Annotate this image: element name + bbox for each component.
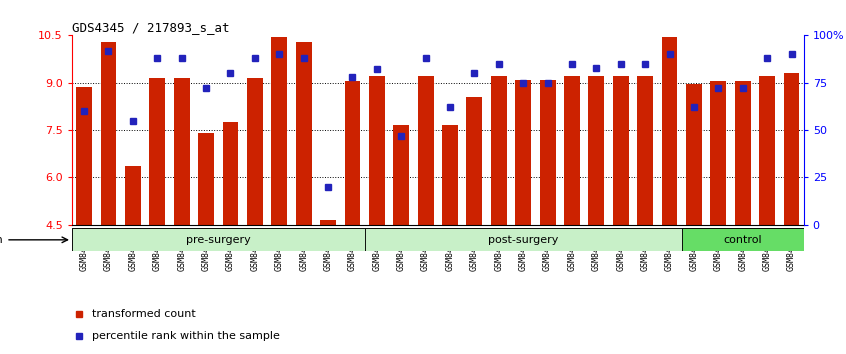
Bar [198,133,214,225]
Text: GDS4345 / 217893_s_at: GDS4345 / 217893_s_at [72,21,229,34]
Bar [711,81,726,225]
Bar [272,37,287,225]
Bar [320,220,336,225]
Bar [344,81,360,225]
FancyBboxPatch shape [72,228,365,251]
Bar [173,78,190,225]
FancyBboxPatch shape [682,228,804,251]
Bar [418,76,433,225]
Bar [222,122,239,225]
Bar [735,81,750,225]
Bar [369,76,385,225]
Bar [393,125,409,225]
Bar [783,73,799,225]
Bar [125,166,140,225]
Bar [150,78,165,225]
Bar [540,80,556,225]
Bar [466,97,482,225]
Bar [442,125,458,225]
Bar [686,84,702,225]
Bar [491,76,507,225]
FancyBboxPatch shape [365,228,682,251]
Text: post-surgery: post-surgery [488,235,558,245]
Text: pre-surgery: pre-surgery [186,235,250,245]
Text: transformed count: transformed count [92,309,196,319]
Bar [759,76,775,225]
Bar [296,42,311,225]
Bar [613,76,629,225]
Text: percentile rank within the sample: percentile rank within the sample [92,331,280,341]
Bar [589,76,604,225]
Bar [76,87,92,225]
Bar [247,78,263,225]
Text: control: control [723,235,762,245]
Bar [637,76,653,225]
Bar [564,76,580,225]
Bar [101,42,117,225]
Bar [662,37,678,225]
Text: specimen: specimen [0,235,3,245]
Bar [515,80,531,225]
